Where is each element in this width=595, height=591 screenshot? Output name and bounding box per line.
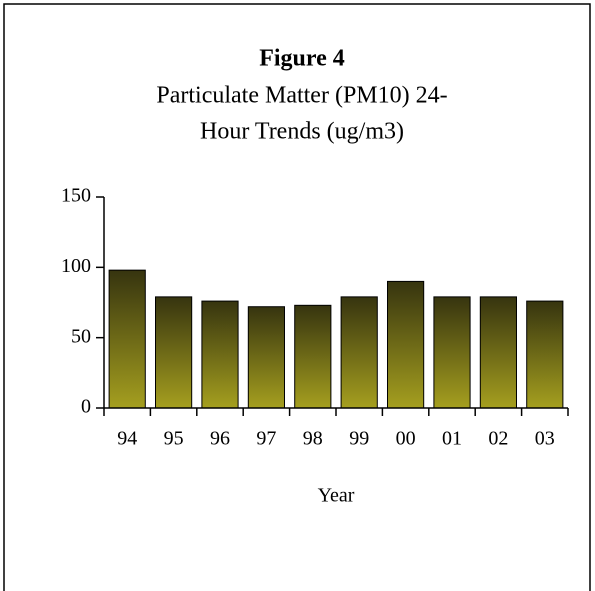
bar: [340, 296, 378, 409]
y-tick-label: 50: [71, 325, 91, 347]
bar: [387, 280, 425, 409]
frame: [3, 3, 591, 591]
x-tick-label: 00: [396, 428, 416, 450]
bar: [433, 296, 471, 409]
x-tick-label: 02: [488, 428, 508, 450]
x-tick-label: 98: [303, 428, 323, 450]
y-tick-label: 0: [81, 396, 91, 418]
bar: [294, 304, 332, 409]
chart-subtitle: Particulate Matter (PM10) 24-: [156, 83, 447, 109]
bar: [108, 269, 146, 409]
bar: [479, 296, 517, 409]
bar: [201, 300, 239, 409]
x-axis-label: Year: [318, 485, 355, 507]
y-tick-label: 100: [61, 255, 91, 277]
bar: [155, 296, 193, 409]
x-tick-label: 97: [256, 428, 276, 450]
x-tick-label: 96: [210, 428, 230, 450]
chart-subtitle: Hour Trends (ug/m3): [200, 119, 404, 145]
bar: [526, 300, 564, 409]
x-tick-label: 03: [535, 428, 555, 450]
x-tick-label: 99: [349, 428, 369, 450]
x-tick-label: 01: [442, 428, 462, 450]
x-tick-label: 94: [117, 428, 137, 450]
y-tick-label: 150: [61, 185, 91, 207]
bar: [247, 306, 285, 409]
x-tick-label: 95: [164, 428, 184, 450]
chart-title: Figure 4: [259, 46, 345, 72]
